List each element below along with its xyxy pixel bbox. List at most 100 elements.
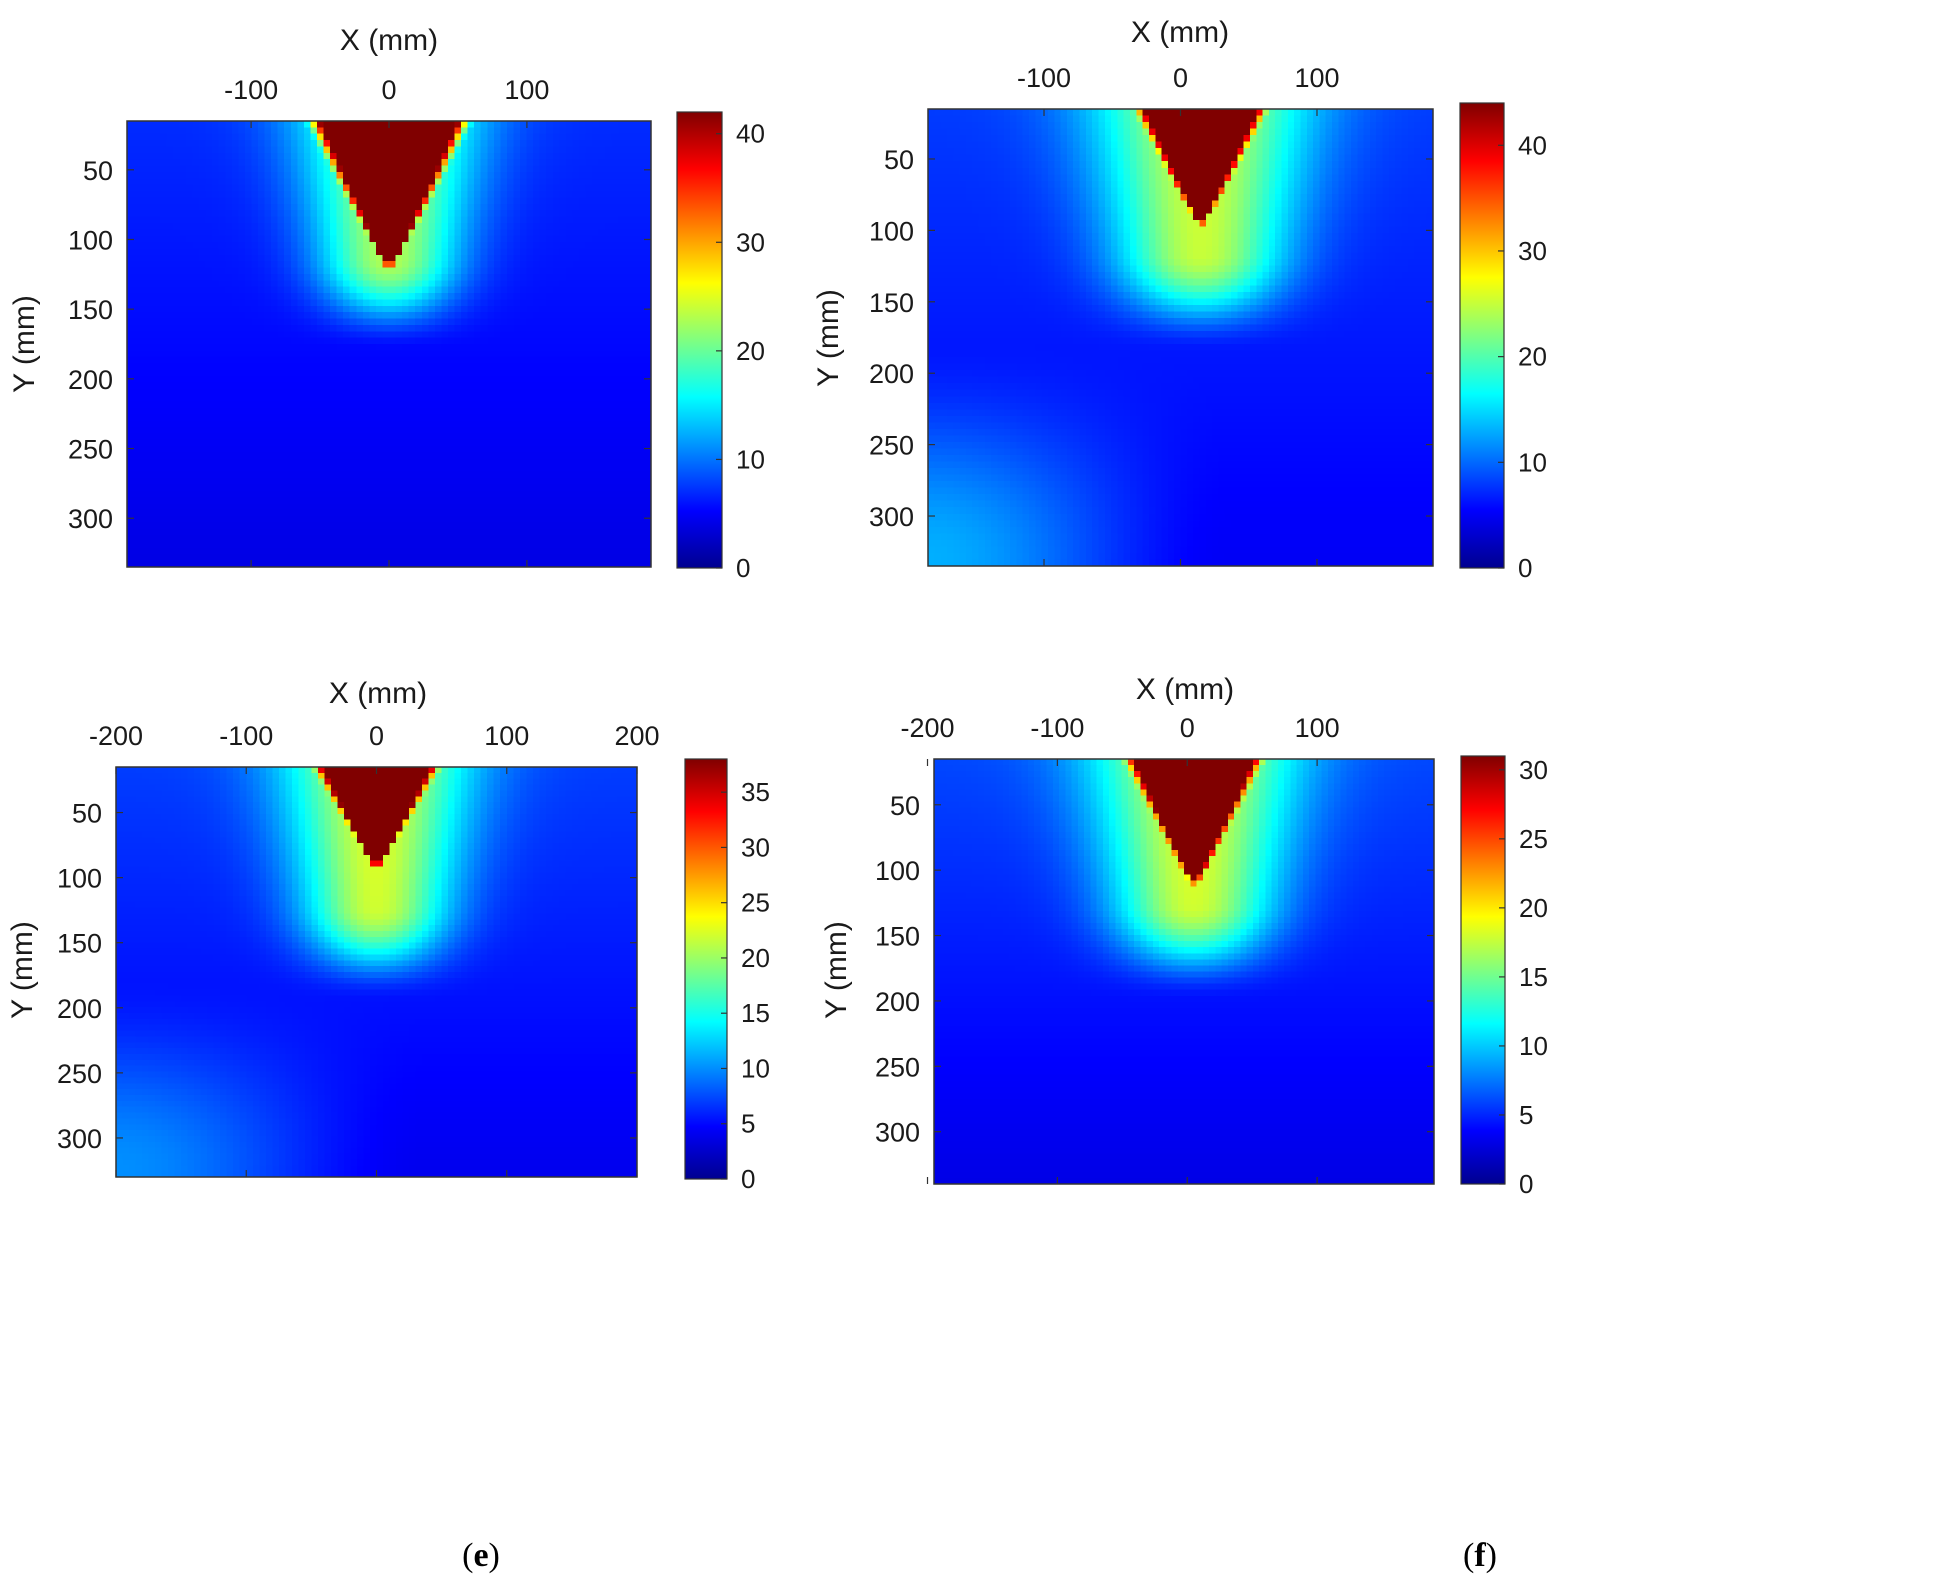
heatmap-cell — [493, 286, 501, 294]
heatmap-cell — [284, 369, 292, 377]
heatmap-cell — [447, 229, 456, 237]
heatmap-cell — [231, 210, 239, 218]
heatmap-cell — [133, 197, 141, 205]
heatmap-cell — [133, 414, 141, 422]
heatmap-cell — [539, 496, 547, 504]
heatmap-cell — [356, 337, 364, 345]
heatmap-cell — [297, 165, 305, 173]
heatmap-cell — [605, 318, 613, 326]
heatmap-cell — [506, 414, 515, 422]
heatmap-cell — [474, 318, 482, 326]
heatmap-cell — [336, 496, 344, 504]
heatmap-cell — [585, 184, 593, 192]
heatmap-cell — [264, 261, 272, 269]
heatmap-cell — [493, 394, 501, 402]
heatmap-cell — [127, 140, 135, 148]
heatmap-cell — [546, 388, 554, 396]
heatmap-cell — [415, 280, 423, 288]
heatmap-cell — [552, 312, 560, 320]
heatmap-cell — [585, 222, 593, 230]
heatmap-cell — [264, 490, 272, 498]
heatmap-cell — [461, 445, 469, 453]
heatmap-cell — [185, 216, 194, 224]
heatmap-cell — [316, 465, 325, 473]
heatmap-cell — [271, 184, 279, 192]
heatmap-cell — [133, 242, 141, 250]
heatmap-cell — [303, 318, 311, 326]
heatmap-cell — [402, 286, 410, 294]
heatmap-cell — [343, 159, 351, 167]
heatmap-cell — [349, 197, 357, 205]
heatmap-cell — [454, 369, 462, 377]
heatmap-cell — [382, 331, 390, 339]
heatmap-cell — [225, 216, 233, 224]
heatmap-cell — [199, 331, 207, 339]
heatmap-cell — [146, 496, 154, 504]
heatmap-cell — [454, 414, 462, 422]
heatmap-cell — [238, 477, 246, 485]
heatmap-cell — [389, 184, 397, 192]
heatmap-cell — [336, 458, 344, 466]
heatmap-cell — [520, 331, 528, 339]
heatmap-cell — [552, 318, 560, 326]
heatmap-cell — [297, 242, 305, 250]
heatmap-cell — [244, 484, 253, 492]
heatmap-cell — [258, 490, 266, 498]
heatmap-cell — [631, 433, 639, 441]
heatmap-cell — [310, 267, 318, 275]
heatmap-cell — [408, 337, 416, 345]
heatmap-cell — [290, 216, 298, 224]
heatmap-cell — [480, 350, 488, 358]
heatmap-cell — [487, 305, 495, 313]
heatmap-cell — [441, 337, 449, 345]
heatmap-cell — [382, 133, 390, 141]
heatmap-cell — [559, 165, 567, 173]
heatmap-cell — [231, 484, 239, 492]
heatmap-cell — [127, 210, 135, 218]
heatmap-cell — [447, 286, 456, 294]
heatmap-cell — [493, 293, 501, 300]
heatmap-cell — [369, 375, 377, 383]
heatmap-cell — [343, 248, 351, 256]
heatmap-cell — [277, 331, 285, 339]
heatmap-cell — [244, 267, 253, 275]
heatmap-cell — [153, 203, 161, 211]
heatmap-cell — [362, 503, 370, 511]
heatmap-cell — [389, 452, 397, 460]
heatmap-cell — [546, 401, 554, 409]
heatmap-cell — [284, 414, 292, 422]
heatmap-cell — [461, 235, 469, 243]
heatmap-cell — [336, 509, 344, 517]
heatmap-cell — [343, 235, 351, 243]
heatmap-cell — [264, 503, 272, 511]
heatmap-cell — [480, 261, 488, 269]
heatmap-cell — [185, 394, 194, 402]
heatmap-cell — [480, 216, 488, 224]
heatmap-cell — [559, 337, 567, 345]
heatmap-cell — [565, 280, 573, 288]
heatmap-cell — [159, 286, 167, 294]
heatmap-cell — [297, 210, 305, 218]
heatmap-cell — [605, 267, 613, 275]
heatmap-cell — [133, 369, 141, 377]
heatmap-cell — [631, 165, 639, 173]
heatmap-cell — [258, 229, 266, 237]
heatmap-cell — [264, 210, 272, 218]
heatmap-cell — [185, 261, 194, 269]
heatmap-cell — [277, 286, 285, 294]
heatmap-cell — [565, 222, 573, 230]
heatmap-cell — [585, 216, 593, 224]
heatmap-cell — [402, 490, 410, 498]
heatmap-cell — [559, 312, 567, 320]
heatmap-cell — [474, 210, 482, 218]
heatmap-cell — [402, 394, 410, 402]
heatmap-cell — [441, 140, 449, 148]
heatmap-cell — [428, 203, 436, 211]
heatmap-cell — [159, 426, 167, 434]
heatmap-cell — [585, 458, 593, 466]
heatmap-cell — [251, 318, 259, 326]
heatmap-cell — [185, 133, 194, 141]
heatmap-cell — [336, 516, 344, 523]
heatmap-cell — [185, 465, 194, 473]
heatmap-cell — [316, 496, 325, 504]
